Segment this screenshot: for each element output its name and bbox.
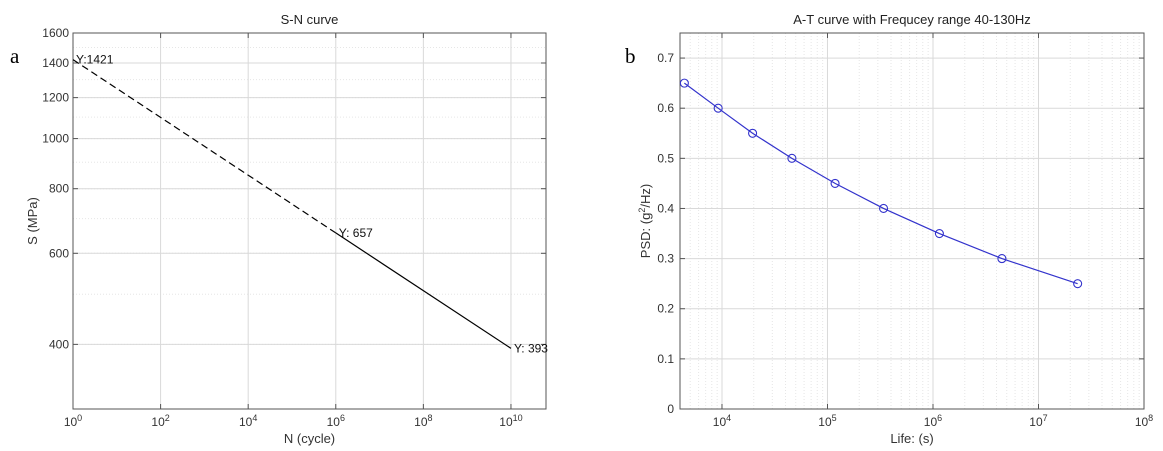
y-tick-label: 1400 bbox=[42, 56, 69, 70]
x-tick-label-base: 10 bbox=[713, 415, 727, 429]
x-tick-label-exponent: 10 bbox=[513, 413, 523, 423]
x-tick-label: 104 bbox=[239, 413, 257, 429]
at-curve-chart: 104 105 106 107 10800.10.20.30.40.50.60.7A-T… bbox=[637, 12, 1153, 446]
data-tip-label: Y: 393 bbox=[514, 341, 548, 355]
x-tick-label-exponent: 2 bbox=[165, 413, 170, 423]
panel-a-label: a bbox=[10, 44, 20, 68]
x-tick-label-exponent: 8 bbox=[1148, 413, 1153, 423]
psd-life-line bbox=[684, 82, 1078, 285]
x-tick-label-exponent: 4 bbox=[726, 413, 731, 423]
plot-frame bbox=[679, 32, 1145, 410]
y-tick-label: 0.5 bbox=[657, 151, 674, 165]
data-point-marker bbox=[787, 153, 797, 163]
x-axis-label: Life: (s) bbox=[890, 431, 933, 446]
x-tick-label-exponent: 7 bbox=[1043, 413, 1048, 423]
y-tick-label: 400 bbox=[49, 337, 69, 351]
data-point-marker bbox=[679, 78, 689, 88]
y-tick-label: 1600 bbox=[42, 26, 69, 40]
y-axis-label-superscript: 2 bbox=[637, 208, 647, 213]
x-tick-label-exponent: 5 bbox=[832, 413, 837, 423]
x-tick-label-base: 10 bbox=[327, 415, 341, 429]
plot-frame bbox=[72, 32, 547, 410]
y-axis-label: PSD: (g2/Hz) bbox=[637, 184, 653, 258]
y-tick-label: 0.4 bbox=[657, 201, 674, 215]
x-axis-label: N (cycle) bbox=[284, 431, 335, 446]
x-tick-label-base: 10 bbox=[239, 415, 253, 429]
y-tick-label: 800 bbox=[49, 182, 69, 196]
y-axis-label-part: PSD: (g bbox=[638, 213, 653, 259]
y-axis-label: S (MPa) bbox=[25, 197, 40, 245]
x-tick-label-base: 10 bbox=[818, 415, 832, 429]
y-tick-label: 0.1 bbox=[657, 352, 674, 366]
y-tick-label: 1000 bbox=[42, 132, 69, 146]
data-tip-label: Y:1421 bbox=[76, 53, 114, 67]
x-tick-label-exponent: 0 bbox=[77, 413, 82, 423]
panel-b-label: b bbox=[625, 44, 636, 68]
x-tick-label-exponent: 6 bbox=[340, 413, 345, 423]
x-tick-label-base: 10 bbox=[64, 415, 78, 429]
x-tick-label: 108 bbox=[1135, 413, 1153, 429]
x-tick-label: 108 bbox=[414, 413, 432, 429]
data-point-marker bbox=[879, 203, 889, 214]
y-tick-label: 1200 bbox=[42, 91, 69, 105]
x-tick-label-base: 10 bbox=[151, 415, 165, 429]
x-tick-label-exponent: 6 bbox=[937, 413, 942, 423]
x-tick-label: 105 bbox=[818, 413, 836, 429]
x-tick-label: 104 bbox=[713, 413, 731, 429]
data-tip-label: Y: 657 bbox=[339, 226, 373, 240]
x-tick-label-exponent: 4 bbox=[252, 413, 257, 423]
x-tick-label-base: 10 bbox=[499, 415, 513, 429]
x-tick-label: 100 bbox=[64, 413, 82, 429]
data-point-marker bbox=[997, 254, 1007, 264]
x-tick-label: 106 bbox=[327, 413, 345, 429]
x-tick-label: 106 bbox=[924, 413, 942, 429]
data-point-marker bbox=[748, 128, 758, 138]
x-tick-label-base: 10 bbox=[1029, 415, 1043, 429]
data-point-marker bbox=[1073, 279, 1083, 289]
y-tick-label: 0 bbox=[667, 402, 674, 416]
x-tick-label: 1010 bbox=[499, 413, 522, 429]
y-tick-label: 0.3 bbox=[657, 252, 674, 266]
y-tick-label: 600 bbox=[49, 246, 69, 260]
chart-title: S-N curve bbox=[281, 12, 339, 27]
x-tick-label: 102 bbox=[151, 413, 169, 429]
x-tick-label-base: 10 bbox=[414, 415, 428, 429]
solid-sn-line bbox=[335, 232, 512, 349]
x-tick-label: 107 bbox=[1029, 413, 1047, 429]
x-tick-label-base: 10 bbox=[1135, 415, 1149, 429]
chart-title: A-T curve with Frequcey range 40-130Hz bbox=[793, 12, 1030, 27]
y-tick-label: 0.6 bbox=[657, 101, 674, 115]
data-point-marker bbox=[713, 103, 723, 113]
y-axis-label-part: /Hz) bbox=[638, 184, 653, 208]
sn-curve-chart: 100 102 104 106 108 1010400600800100012001400… bbox=[25, 12, 548, 446]
y-tick-label: 0.7 bbox=[657, 51, 674, 65]
x-tick-label-base: 10 bbox=[924, 415, 938, 429]
y-tick-label: 0.2 bbox=[657, 302, 674, 316]
data-point-marker bbox=[830, 178, 840, 188]
data-point-marker bbox=[934, 228, 944, 239]
dashed-extrapolation-line bbox=[72, 59, 337, 234]
x-tick-label-exponent: 8 bbox=[428, 413, 433, 423]
